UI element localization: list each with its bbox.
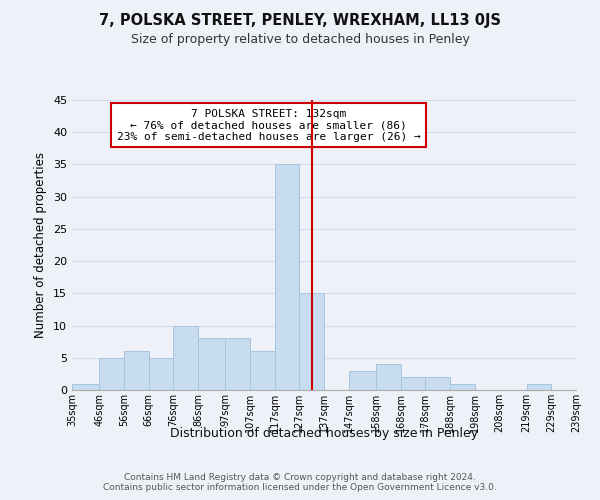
Bar	[376, 364, 401, 390]
Y-axis label: Number of detached properties: Number of detached properties	[34, 152, 47, 338]
Text: 7 POLSKA STREET: 132sqm
← 76% of detached houses are smaller (86)
23% of semi-de: 7 POLSKA STREET: 132sqm ← 76% of detache…	[116, 108, 421, 142]
Text: 7, POLSKA STREET, PENLEY, WREXHAM, LL13 0JS: 7, POLSKA STREET, PENLEY, WREXHAM, LL13 …	[99, 12, 501, 28]
Bar	[425, 377, 450, 390]
Bar	[527, 384, 551, 390]
Bar	[149, 358, 173, 390]
Bar	[198, 338, 225, 390]
Bar	[299, 294, 324, 390]
Text: Distribution of detached houses by size in Penley: Distribution of detached houses by size …	[170, 428, 478, 440]
Bar	[99, 358, 124, 390]
Bar	[124, 352, 149, 390]
Bar	[275, 164, 299, 390]
Bar	[225, 338, 250, 390]
Text: Contains HM Land Registry data © Crown copyright and database right 2024.: Contains HM Land Registry data © Crown c…	[124, 472, 476, 482]
Bar	[401, 377, 425, 390]
Bar	[250, 352, 275, 390]
Bar	[72, 384, 99, 390]
Bar	[450, 384, 475, 390]
Bar	[173, 326, 198, 390]
Text: Contains public sector information licensed under the Open Government Licence v3: Contains public sector information licen…	[103, 484, 497, 492]
Bar	[576, 384, 600, 390]
Bar	[349, 370, 376, 390]
Text: Size of property relative to detached houses in Penley: Size of property relative to detached ho…	[131, 32, 469, 46]
